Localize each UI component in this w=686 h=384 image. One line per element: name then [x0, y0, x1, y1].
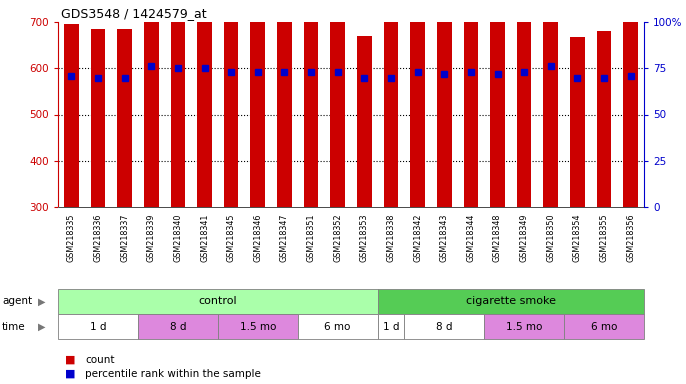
Bar — [357, 36, 372, 207]
Bar — [570, 37, 584, 207]
Text: GSM218337: GSM218337 — [120, 214, 129, 262]
Text: 6 mo: 6 mo — [591, 321, 617, 331]
Text: GSM218356: GSM218356 — [626, 214, 635, 262]
Bar — [543, 0, 558, 207]
Text: GSM218355: GSM218355 — [600, 214, 608, 262]
Bar — [464, 0, 478, 207]
Bar — [117, 29, 132, 207]
Text: ■: ■ — [65, 355, 75, 365]
Bar — [218, 314, 298, 339]
Text: GDS3548 / 1424579_at: GDS3548 / 1424579_at — [62, 7, 207, 20]
Text: control: control — [198, 296, 237, 306]
Text: count: count — [86, 355, 115, 365]
Bar — [250, 0, 265, 207]
Text: GSM218343: GSM218343 — [440, 214, 449, 262]
Text: GSM218353: GSM218353 — [360, 214, 369, 262]
Text: 1.5 mo: 1.5 mo — [239, 321, 276, 331]
Text: GSM218344: GSM218344 — [466, 214, 475, 262]
Bar — [517, 0, 532, 207]
Bar — [484, 314, 564, 339]
Bar — [597, 31, 611, 207]
Text: GSM218340: GSM218340 — [174, 214, 182, 262]
Text: 1 d: 1 d — [383, 321, 399, 331]
Text: GSM218335: GSM218335 — [67, 214, 76, 262]
Text: GSM218351: GSM218351 — [307, 214, 316, 262]
Text: GSM218348: GSM218348 — [493, 214, 502, 262]
Text: 8 d: 8 d — [169, 321, 186, 331]
Text: GSM218354: GSM218354 — [573, 214, 582, 262]
Text: time: time — [2, 321, 25, 331]
Bar — [410, 0, 425, 207]
Text: 6 mo: 6 mo — [324, 321, 351, 331]
Text: 1 d: 1 d — [90, 321, 106, 331]
Bar — [377, 289, 644, 314]
Text: GSM218339: GSM218339 — [147, 214, 156, 262]
Text: 1.5 mo: 1.5 mo — [506, 321, 543, 331]
Bar — [197, 0, 212, 207]
Bar — [564, 314, 644, 339]
Bar — [624, 7, 638, 207]
Text: GSM218346: GSM218346 — [253, 214, 262, 262]
Text: GSM218338: GSM218338 — [386, 214, 395, 262]
Bar — [437, 0, 451, 207]
Bar — [490, 0, 505, 207]
Text: GSM218352: GSM218352 — [333, 214, 342, 262]
Bar — [91, 29, 105, 207]
Bar — [58, 289, 377, 314]
Bar — [171, 0, 185, 207]
Bar — [64, 24, 79, 207]
Text: ▶: ▶ — [38, 296, 45, 306]
Text: GSM218349: GSM218349 — [519, 214, 529, 262]
Bar — [138, 314, 218, 339]
Bar — [58, 314, 138, 339]
Text: GSM218342: GSM218342 — [413, 214, 422, 262]
Text: GSM218336: GSM218336 — [93, 214, 102, 262]
Bar — [377, 314, 404, 339]
Bar — [298, 314, 377, 339]
Bar — [383, 19, 399, 207]
Text: GSM218341: GSM218341 — [200, 214, 209, 262]
Bar — [144, 0, 158, 207]
Text: percentile rank within the sample: percentile rank within the sample — [86, 369, 261, 379]
Text: 8 d: 8 d — [436, 321, 453, 331]
Bar — [331, 0, 345, 207]
Text: GSM218347: GSM218347 — [280, 214, 289, 262]
Bar — [304, 0, 318, 207]
Bar — [277, 0, 292, 207]
Text: GSM218345: GSM218345 — [226, 214, 235, 262]
Text: agent: agent — [2, 296, 32, 306]
Text: ▶: ▶ — [38, 321, 45, 331]
Text: cigarette smoke: cigarette smoke — [466, 296, 556, 306]
Text: GSM218350: GSM218350 — [546, 214, 555, 262]
Bar — [404, 314, 484, 339]
Text: ■: ■ — [65, 369, 75, 379]
Bar — [224, 0, 239, 207]
